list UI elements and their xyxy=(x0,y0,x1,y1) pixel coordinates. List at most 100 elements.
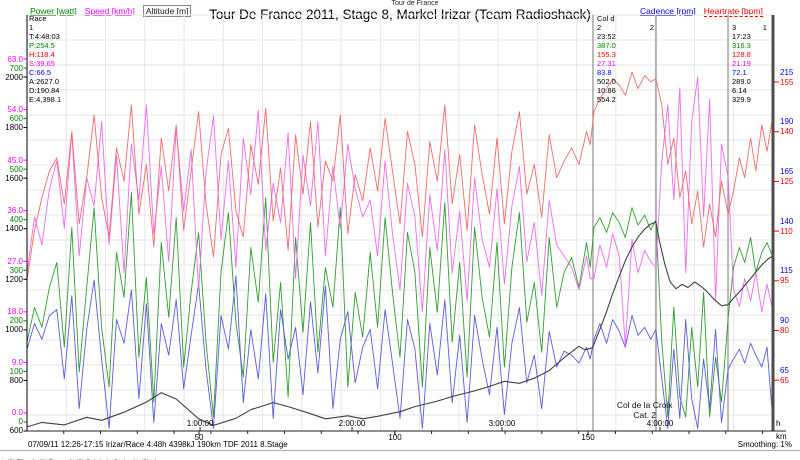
time-axis-unit: h xyxy=(776,419,781,428)
toggle-cadence[interactable]: Cadence [rpm] xyxy=(640,6,696,16)
left-axis-label: 200 xyxy=(9,316,23,326)
left-axis-label: 800 xyxy=(9,375,23,385)
legend-row: 17:23 xyxy=(732,32,751,41)
legend-row: E:4,398.1 xyxy=(29,95,62,104)
interval-number: 1 xyxy=(762,23,767,32)
legend-row: 10.86 xyxy=(596,86,616,95)
left-axis-label: 600 xyxy=(9,114,23,124)
climb-annotation: Col de la Croix Cat. 2 xyxy=(585,400,705,420)
distance-axis-unit: km xyxy=(776,432,787,441)
chart-supertitle: Tour de France xyxy=(391,0,439,7)
legend-row: 23:52 xyxy=(596,32,616,41)
left-axis-label: 700 xyxy=(9,63,23,73)
speed-curve xyxy=(27,76,773,347)
legend-row: C:66.5 xyxy=(29,68,52,77)
left-axis-label: 27.0 xyxy=(7,256,23,266)
right-axis-label: 190 xyxy=(780,117,794,127)
time-tick-label: 3:00:00 xyxy=(488,419,516,428)
left-axis-label: 36.0 xyxy=(7,206,23,216)
climb-annotation-name: Col de la Croix xyxy=(616,400,673,410)
legend-row: A:2627.0 xyxy=(29,77,60,86)
right-axis-label: 155 xyxy=(780,77,794,87)
legend-row: 502.0 xyxy=(596,77,616,86)
left-axis-label: 54.0 xyxy=(7,105,23,115)
right-axis-label: 65 xyxy=(780,375,789,385)
legend-row: 6.14 xyxy=(732,86,747,95)
legend-row: P:254.5 xyxy=(29,41,55,50)
status-ride-summary: 07/09/11 12:26-17:15 Irizar/Race 4:48h 4… xyxy=(28,440,288,449)
time-tick-label: 2:00:00 xyxy=(338,419,366,428)
legend-race[interactable]: Race 1 T:4:48:03 P:254.5 H:118.4 S:39.65 C:66.… xyxy=(29,14,61,104)
left-axis-label: 1000 xyxy=(5,325,23,335)
right-axis-label: 80 xyxy=(780,326,789,335)
km-tick-label: 150 xyxy=(581,433,595,442)
cadence-curve xyxy=(27,275,773,429)
legend-row: 27.31 xyxy=(596,59,616,68)
km-tick-label: 100 xyxy=(388,433,402,442)
right-axis-label: 115 xyxy=(780,266,793,276)
interval-number: 2 xyxy=(649,23,655,32)
legend-col-de-la-croix[interactable]: Col d 2 23:52 387.0 155.3 27.31 83.8 502.0 10.86… xyxy=(597,14,616,104)
left-axis-label: 45.0 xyxy=(7,155,23,165)
left-axis-label: 1600 xyxy=(5,173,23,183)
right-axis-label: 165 xyxy=(780,166,794,176)
right-axis-label: 95 xyxy=(780,276,789,286)
left-axis-label: 400 xyxy=(9,215,23,225)
left-axis-label: 0.0 xyxy=(11,408,23,418)
right-axis-label: 215 xyxy=(780,67,794,77)
axis-ticks xyxy=(23,58,779,436)
legend-row: 155.3 xyxy=(596,50,616,59)
climb-annotation-category: Cat. 2 xyxy=(633,410,657,420)
time-tick-label: 4:00:00 xyxy=(646,419,674,428)
legend-row: S:39.65 xyxy=(29,59,55,68)
legend-row: 72.1 xyxy=(732,68,747,77)
toggle-heartrate[interactable]: Heartrate [bpm] xyxy=(703,6,763,17)
legend-row: 83.8 xyxy=(596,68,612,77)
legend-row: 554.2 xyxy=(596,95,616,104)
left-axis-label: 100 xyxy=(9,366,23,376)
status-bar: 07/09/11 12:26-17:15 Irizar/Race 4:48h 4… xyxy=(0,439,800,450)
legend-title: Race xyxy=(29,14,47,23)
legend-row: D:190.84 xyxy=(29,86,60,95)
right-axis-label: 140 xyxy=(780,216,794,226)
status-smoothing: Smoothing: 1% xyxy=(737,440,792,449)
left-axis-label: 2000 xyxy=(5,72,23,82)
legend-row: H:118.4 xyxy=(29,50,55,59)
left-axis-label: 63.0 xyxy=(7,54,23,64)
interval-number: 1 xyxy=(29,23,34,32)
channel-toggles-right: Cadence [rpm] Heartrate [bpm] xyxy=(640,1,771,19)
legend-row: 387.0 xyxy=(596,41,616,50)
legend-final-climb[interactable]: 3 17:23 316.3 128.8 21.19 72.1 289.0 6.14 329.9 xyxy=(732,23,751,104)
toggle-power[interactable]: Power [watt] xyxy=(30,6,77,16)
legend-title: Col d xyxy=(596,14,615,23)
toggle-speed[interactable]: Speed [km/h] xyxy=(84,6,135,16)
left-axis-label: 1200 xyxy=(5,274,23,284)
toggle-altitude[interactable]: Altitude [m] xyxy=(142,5,192,17)
legend-row: 128.8 xyxy=(732,50,751,59)
legend-row: T:4:48:03 xyxy=(29,32,60,41)
left-axis-label: 600 xyxy=(9,426,23,436)
right-axis-label: 65 xyxy=(780,365,789,375)
power-curve xyxy=(27,192,773,418)
left-axis-label: 1800 xyxy=(5,123,23,133)
left-axis-label: 500 xyxy=(9,164,23,174)
curves xyxy=(27,71,773,429)
sheet-tab-bar: (0) File(1) Race(2) Col de la Croix(3) xyxy=(0,450,800,460)
channel-toggles-left: Power [watt] Speed [km/h] Altitude [m] xyxy=(30,1,199,19)
left-axis-label: 1400 xyxy=(5,224,23,234)
km-tick-label: 50 xyxy=(194,433,204,442)
right-axis-label: 90 xyxy=(780,316,789,325)
left-axis-label: 0 xyxy=(18,417,23,427)
legend-row: 316.3 xyxy=(732,41,751,50)
left-axis-label: 18.0 xyxy=(7,307,23,317)
legend-row: 329.9 xyxy=(732,95,751,104)
heartrate-curve xyxy=(27,71,773,281)
right-axis-label: 110 xyxy=(780,226,793,236)
left-axis-label: 300 xyxy=(9,265,23,275)
time-tick-label: 1:00:00 xyxy=(186,419,214,428)
interval-number: 3 xyxy=(732,23,737,32)
legend-row: 21.19 xyxy=(732,59,751,68)
left-axis-label: 9.0 xyxy=(11,357,23,367)
